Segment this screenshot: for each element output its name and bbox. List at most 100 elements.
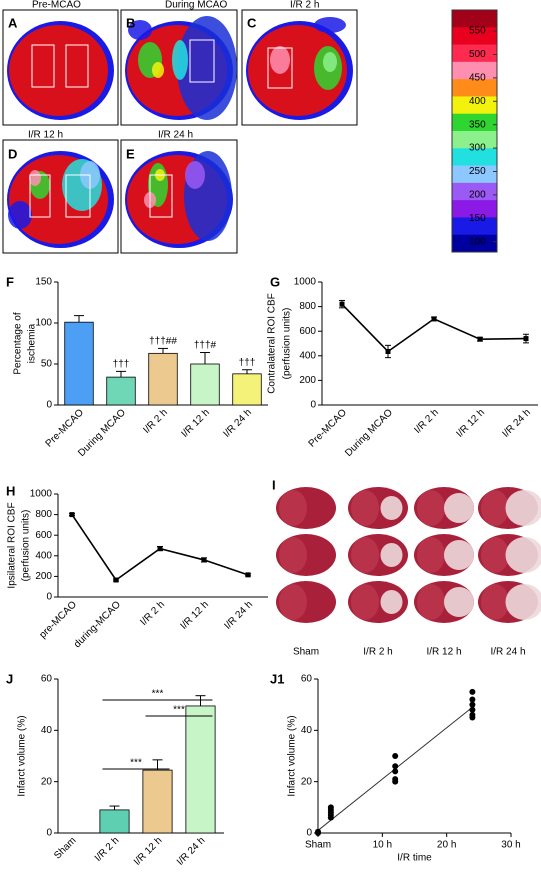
infarct-area: [505, 537, 541, 573]
image-title: I/R 12 h: [28, 130, 63, 141]
perfusion-patch: [152, 62, 164, 78]
y-axis-label: Contralateral ROI CBF: [267, 293, 278, 394]
roi-box: [65, 174, 91, 218]
photo-label: I/R 12 h: [426, 647, 461, 658]
colorbar-frame: [451, 9, 498, 253]
panel-letter: F: [6, 274, 14, 289]
y-tick-label: 800: [299, 301, 316, 312]
significance-label: ***: [173, 705, 185, 716]
panel-letter: B: [126, 15, 135, 30]
perfusion-patch: [29, 170, 41, 186]
slice-hemisphere: [481, 584, 509, 620]
panel-letter: A: [8, 15, 18, 30]
roi-box: [29, 174, 51, 218]
y-tick-label: 60: [41, 674, 53, 685]
colorbar-segment: [452, 148, 497, 167]
point: [392, 768, 399, 775]
point: [245, 572, 251, 578]
y-tick-label: 150: [35, 277, 52, 288]
roi-box: [267, 47, 293, 89]
y-tick-label: 20: [301, 776, 313, 787]
infarct-area: [505, 584, 541, 620]
y-tick-label: 20: [41, 776, 53, 787]
y-tick-label: 400: [299, 350, 316, 361]
x-tick-label: Sham: [305, 840, 331, 851]
significance-mark: †††: [239, 357, 256, 368]
colorbar-segment: [452, 96, 497, 115]
y-axis-label: Percentage of: [13, 312, 24, 374]
slice-hemisphere: [279, 490, 307, 526]
panel-letter: J: [6, 671, 13, 686]
panel-letter: C: [247, 15, 257, 30]
y-tick-label: 1000: [294, 277, 317, 288]
slice-hemisphere: [279, 584, 307, 620]
point: [157, 546, 163, 552]
colorbar-label: 450: [469, 73, 486, 84]
y-tick-label: 400: [35, 550, 52, 561]
infarct-area: [444, 587, 474, 617]
colorbar-segment: [452, 182, 497, 201]
point: [201, 557, 207, 563]
bar: [142, 769, 173, 834]
point: [469, 701, 476, 708]
y-tick-label: 1000: [30, 489, 53, 500]
colorbar-segment: [452, 200, 497, 218]
point: [431, 316, 437, 322]
photo-label: I/R 2 h: [363, 647, 392, 658]
significance-label: ***: [152, 689, 164, 700]
bar: [99, 809, 130, 834]
image-title: Pre-MCAO: [32, 0, 81, 11]
slice-hemisphere: [279, 537, 307, 573]
photo-label: Sham: [293, 647, 319, 658]
image-title: During MCAO: [165, 0, 227, 11]
colorbar-label: 200: [469, 190, 486, 201]
panel-letter: J1: [270, 671, 284, 686]
x-tick-label: 30 h: [501, 840, 520, 851]
colorbar-segment: [452, 79, 497, 97]
panel-letter: I: [272, 477, 276, 492]
colorbar-label: 500: [469, 49, 486, 60]
bar: [148, 352, 178, 406]
y-tick-label: 40: [301, 725, 313, 736]
colorbar-label: 100: [469, 236, 486, 247]
y-axis-label: Infarct volume (%): [17, 715, 28, 796]
colorbar-segment: [452, 131, 497, 149]
point: [523, 336, 529, 342]
significance-mark: †††##: [149, 336, 177, 347]
y-tick-label: 50: [41, 359, 53, 370]
perfusion-patch: [172, 40, 188, 80]
y-tick-label: 0: [306, 828, 312, 839]
perfusion-patch: [270, 46, 290, 74]
perfusion-patch: [8, 201, 32, 229]
y-axis-label: (perfusion units): [21, 510, 32, 582]
perfusion-patch: [185, 161, 205, 189]
panel-letter: E: [126, 146, 135, 161]
photo-label: I/R 24 h: [490, 647, 525, 658]
panel-letter: H: [6, 483, 15, 498]
point: [392, 753, 399, 759]
point: [339, 301, 345, 307]
point: [113, 577, 119, 583]
roi-box: [31, 44, 55, 88]
point: [392, 776, 399, 783]
roi-box: [149, 174, 173, 218]
colorbar-label: 350: [469, 119, 486, 130]
slice-hemisphere: [351, 490, 379, 526]
y-axis-label: ischemia: [27, 323, 38, 363]
perfusion-patch: [314, 17, 346, 33]
perfusion-patch: [177, 16, 237, 120]
y-tick-label: 100: [35, 318, 52, 329]
brain-perfusion: [9, 25, 108, 116]
bar: [190, 363, 220, 406]
panel-letter: D: [8, 146, 17, 161]
colorbar-label: 400: [469, 96, 486, 107]
point: [469, 711, 476, 718]
y-tick-label: 800: [35, 509, 52, 520]
colorbar-segment: [452, 61, 497, 80]
colorbar-label: 250: [469, 166, 486, 177]
infarct-area: [505, 490, 541, 526]
colorbar-segment: [452, 44, 497, 63]
image-title: I/R 24 h: [158, 130, 193, 141]
point: [69, 512, 75, 518]
